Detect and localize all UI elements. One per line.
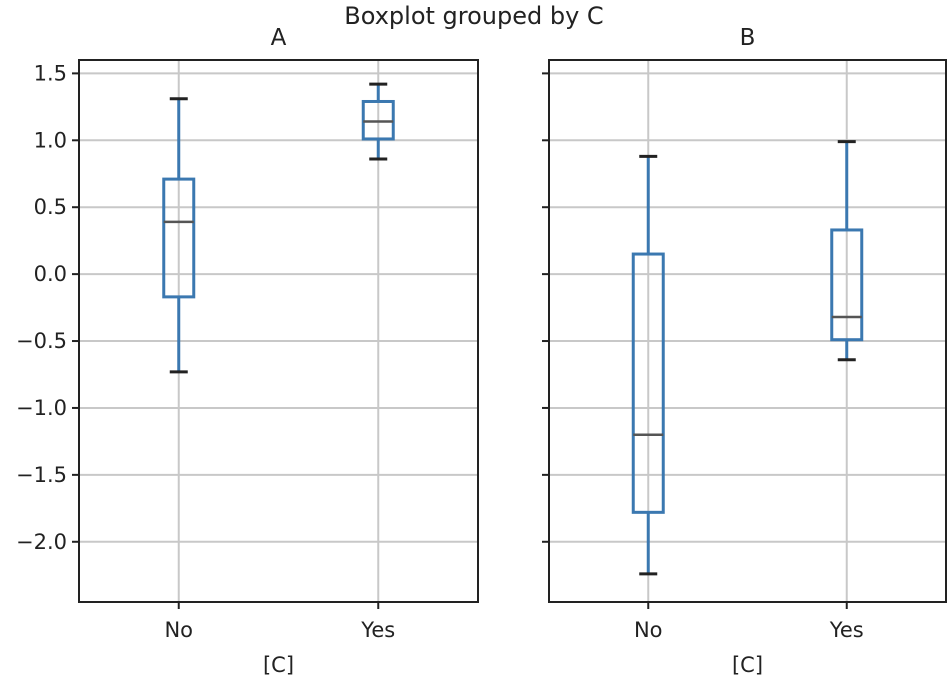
y-tick-label: −1.0 xyxy=(16,396,67,420)
x-tick-label: No xyxy=(634,618,663,642)
panel-title: B xyxy=(740,25,756,51)
y-tick-label: −2.0 xyxy=(16,530,67,554)
y-tick-label: 1.0 xyxy=(34,128,67,152)
y-tick-label: −0.5 xyxy=(16,329,67,353)
x-tick-label: Yes xyxy=(360,618,395,642)
x-tick-label: No xyxy=(164,618,193,642)
box-yes xyxy=(361,99,395,141)
box-no xyxy=(162,177,196,299)
axes-frame xyxy=(548,59,947,603)
box-yes xyxy=(830,228,864,342)
box-no xyxy=(631,252,665,514)
panel-title: A xyxy=(271,25,287,51)
y-tick-label: 1.5 xyxy=(34,61,67,85)
y-tick-label: −1.5 xyxy=(16,463,67,487)
y-tick-label: 0.0 xyxy=(34,262,67,286)
y-tick-label: 0.5 xyxy=(34,195,67,219)
chart-suptitle: Boxplot grouped by C xyxy=(344,2,604,30)
x-axis-label: [C] xyxy=(263,653,294,677)
x-tick-label: Yes xyxy=(829,618,864,642)
axes-frame xyxy=(78,59,479,603)
x-axis-label: [C] xyxy=(732,653,763,677)
